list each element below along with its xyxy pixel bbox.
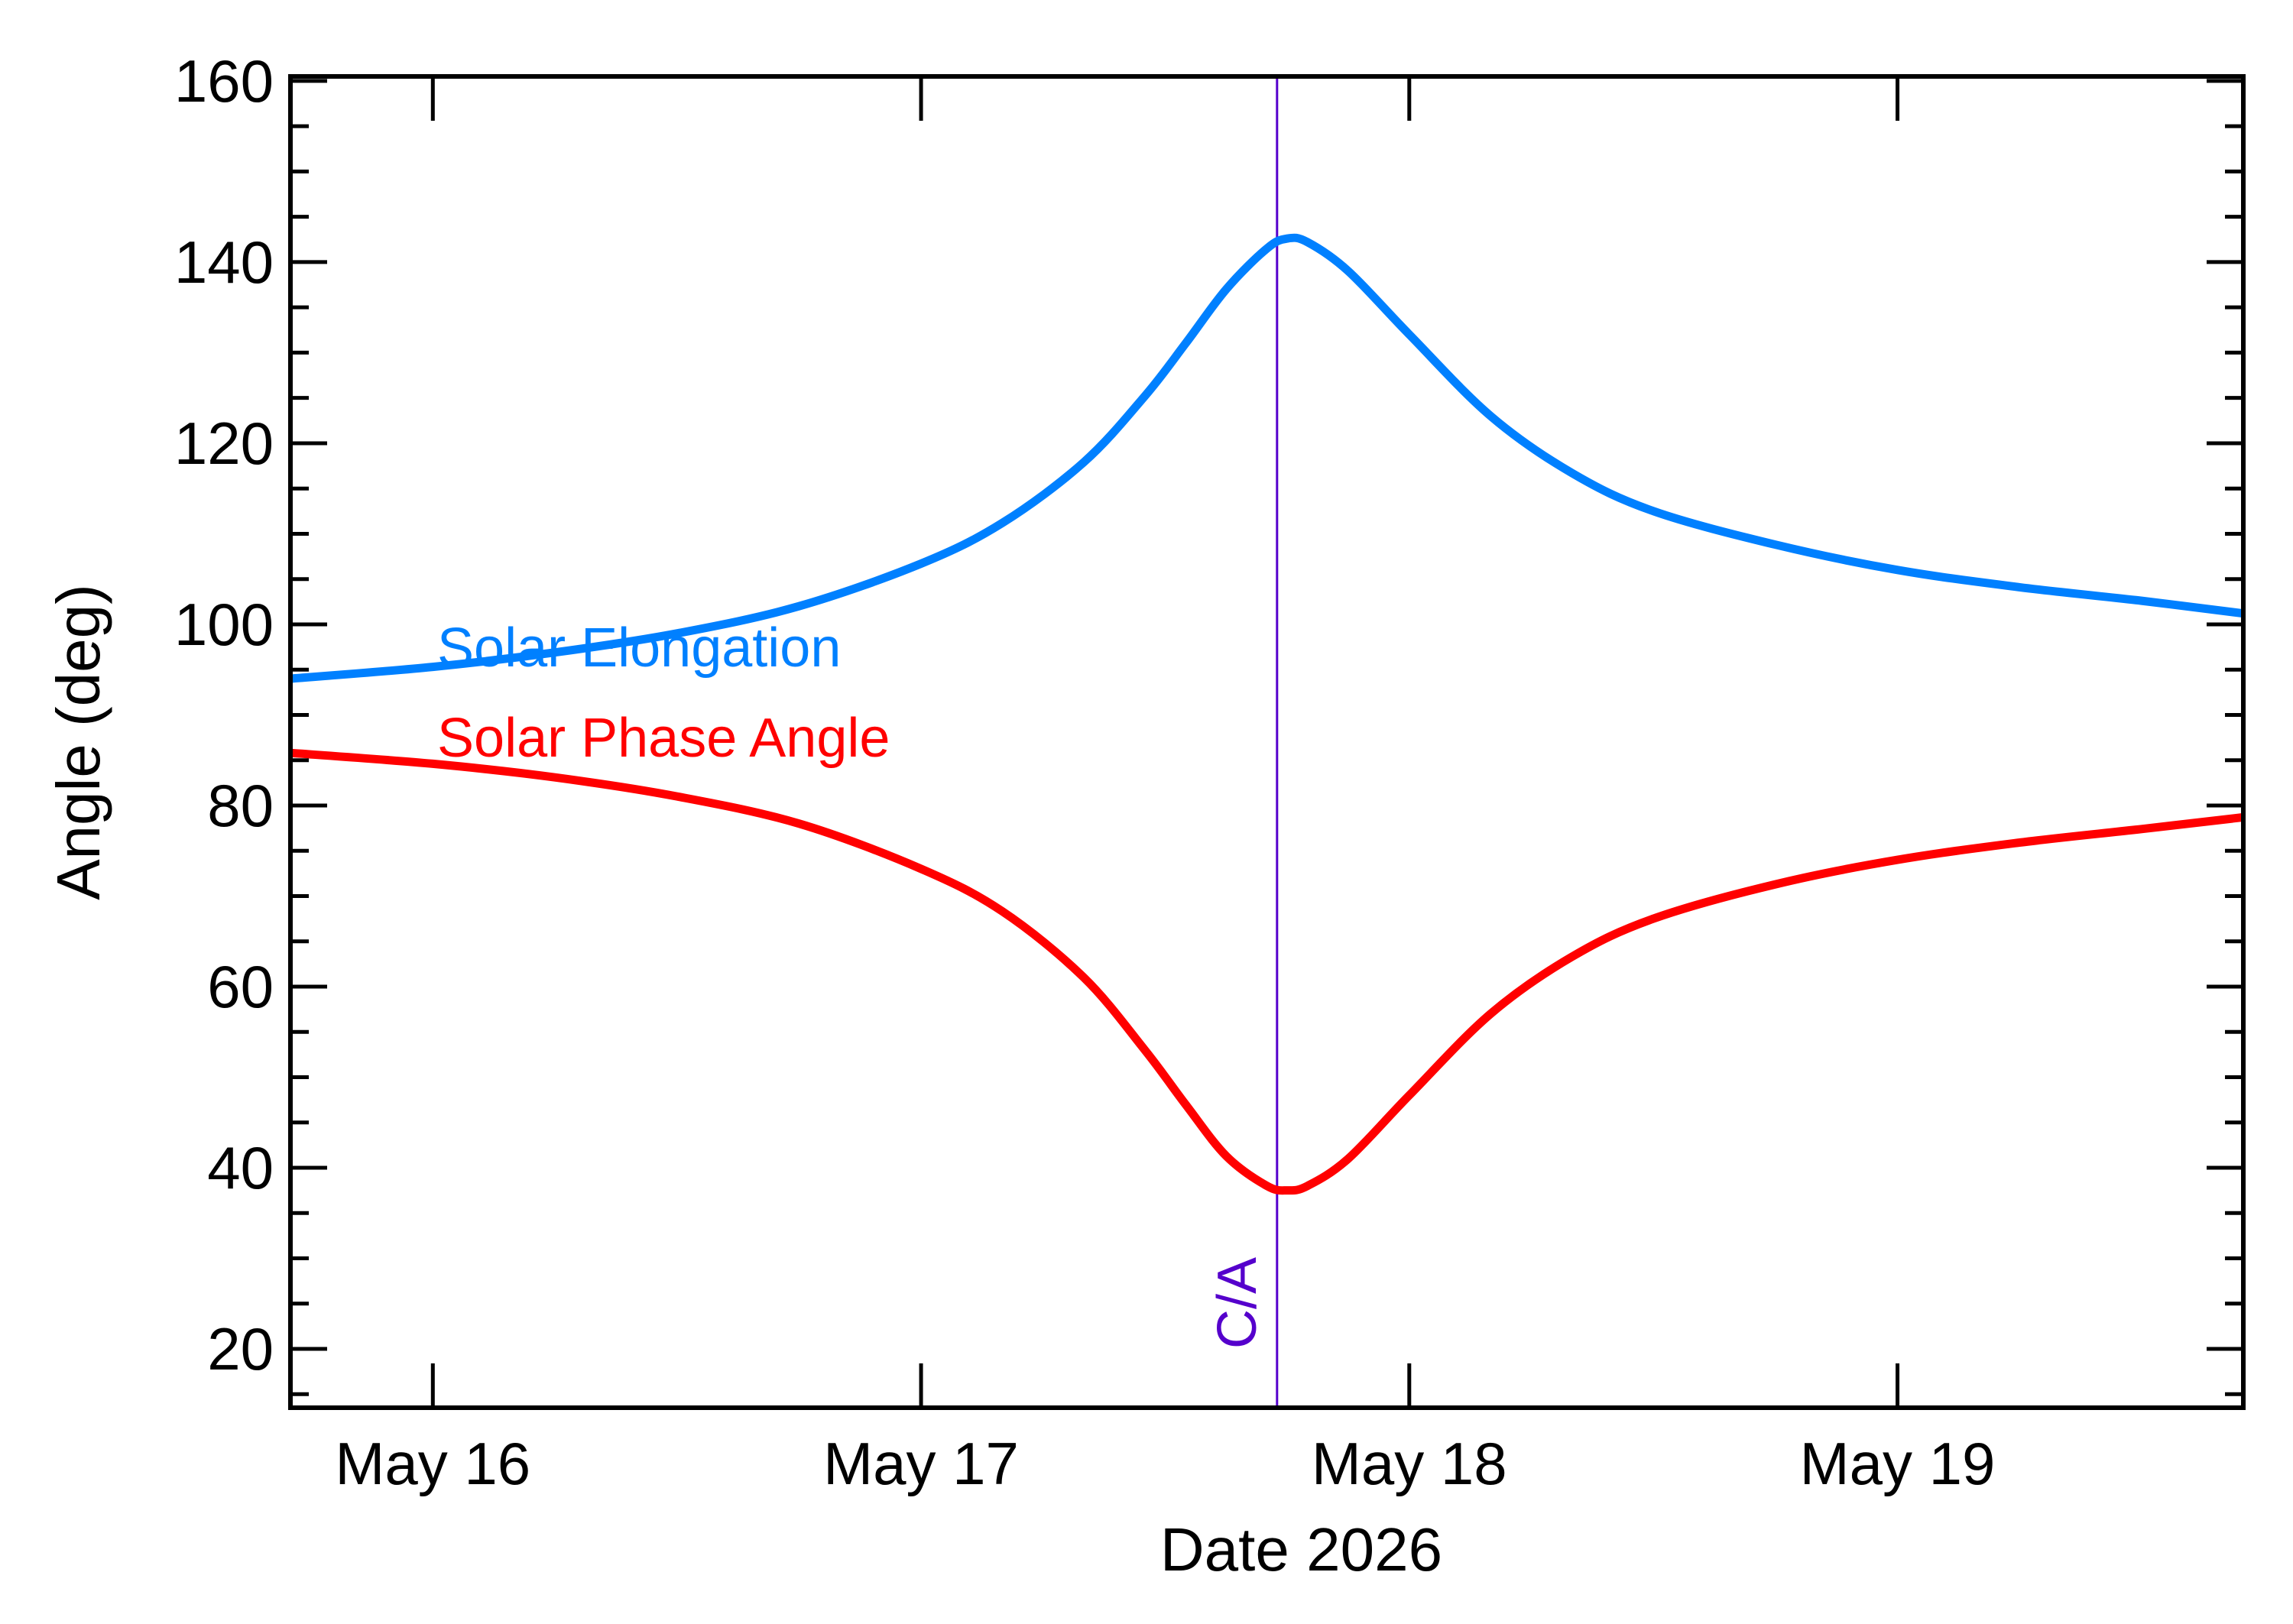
- plot-area: [290, 76, 2244, 1408]
- y-tick-label: 120: [174, 410, 274, 477]
- y-tick-label: 40: [207, 1134, 274, 1201]
- legend-solar-elongation: Solar Elongation: [437, 618, 841, 679]
- x-tick-label: May 16: [335, 1430, 530, 1497]
- series-line-0: [290, 233, 2244, 683]
- axis-ticks: [290, 76, 2243, 1408]
- series-line-1: [290, 748, 2244, 1195]
- closest-approach-label: C/A: [1207, 1257, 1268, 1349]
- y-tick-label: 60: [207, 953, 274, 1020]
- legend-solar-phase-angle: Solar Phase Angle: [437, 708, 890, 769]
- plot-frame: [288, 74, 2246, 1410]
- y-tick-label: 160: [174, 47, 274, 115]
- tick-labels: 20 40 60 80 100 120 140 160 May 16 May 17 May 18 Ma…: [174, 47, 1996, 1497]
- y-tick-label: 80: [207, 772, 274, 839]
- x-tick-label: May 19: [1800, 1430, 1996, 1497]
- y-tick-label: 20: [207, 1315, 274, 1383]
- y-tick-label: 140: [174, 229, 274, 296]
- x-tick-label: May 17: [823, 1430, 1019, 1497]
- y-axis-title: Angle (deg): [44, 584, 112, 900]
- x-axis-title: Date 2026: [1160, 1515, 1442, 1583]
- x-tick-label: May 18: [1312, 1430, 1507, 1497]
- y-tick-label: 100: [174, 591, 274, 658]
- legend: Solar Elongation Solar Phase Angle: [437, 618, 890, 769]
